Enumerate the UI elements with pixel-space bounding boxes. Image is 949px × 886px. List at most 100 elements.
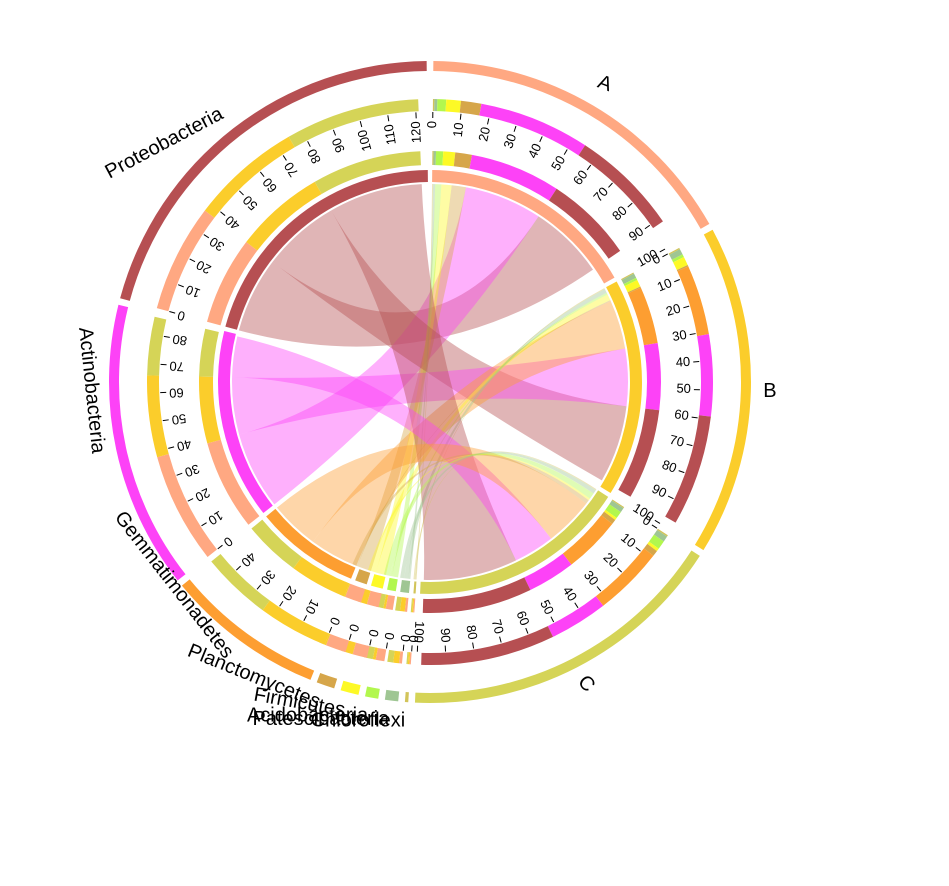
tick-mark-proteobacteria-90	[332, 129, 337, 136]
segment-mid-gemmatimonadetes-c	[251, 519, 302, 569]
tick-label-a-30: 30	[500, 132, 519, 150]
link-b-proteobacteria	[272, 210, 627, 481]
sector-arc-outer-gemmatimonadetes	[181, 579, 315, 680]
sector-arc-outer-patescibacteria	[384, 689, 400, 702]
segment-mid-patescibacteria-a	[404, 597, 409, 612]
segment-scale-a-planctomycetes	[459, 100, 482, 116]
tick-mark-actinobacteria-40	[168, 446, 175, 449]
segment-scale-firmicutes-a	[352, 642, 370, 658]
sector-label-actinobacteria: Actinobacteria	[74, 326, 109, 455]
tick-label-actinobacteria-30: 30	[183, 461, 202, 480]
tick-label-proteobacteria-90: 90	[329, 136, 348, 155]
tick-mark-c-70	[499, 636, 502, 643]
segment-scale-c-patescibacteria	[653, 529, 668, 542]
segment-mid-patescibacteria-c	[395, 596, 402, 612]
tick-mark-proteobacteria-30	[203, 234, 210, 239]
sector-arc-outer-firmicutes	[340, 680, 361, 695]
tick-mark-a-10	[459, 113, 462, 120]
tick-label-a-20: 20	[475, 125, 493, 142]
segment-mid-a-planctomycetes	[453, 152, 473, 169]
links-layer	[231, 184, 629, 580]
tick-mark-actinobacteria-50	[162, 419, 169, 422]
sector-arc-inner-c	[420, 490, 609, 595]
tick-label-proteobacteria-20: 20	[194, 257, 214, 277]
segment-mid-b-chloroflexi	[621, 272, 634, 281]
tick-mark-c-0	[651, 524, 658, 529]
tick-label-chloroflexi-0: 0	[406, 635, 421, 643]
sector-label-proteobacteria: Proteobacteria	[102, 102, 228, 183]
tick-label-gemmatimonadetes-30: 30	[258, 567, 279, 588]
tick-mark-gemmatimonadetes-20	[279, 600, 284, 607]
tick-label-acidobacteria-0: 0	[382, 631, 398, 641]
tick-mark-c-80	[472, 642, 475, 649]
segment-mid-a-actinobacteria	[469, 154, 557, 201]
tick-label-proteobacteria-120: 120	[408, 121, 424, 143]
tick-mark-a-60	[586, 164, 592, 171]
tick-label-c-10: 10	[618, 530, 639, 551]
segment-scale-proteobacteria-b	[204, 136, 295, 218]
link-a-patescibacteria	[408, 184, 436, 580]
sector-label-patescibacteria: Patescibacteria	[252, 708, 390, 730]
segment-scale-chloroflexi-b	[407, 652, 411, 665]
tick-mark-a-80	[627, 202, 633, 208]
segment-scale-a-acidobacteria	[437, 99, 447, 112]
sector-arc-inner-b	[600, 281, 642, 494]
sector-arc-outer-acidobacteria	[365, 686, 380, 699]
tick-label-a-90: 90	[626, 223, 646, 244]
tick-label-b-70: 70	[668, 432, 686, 450]
link-b-gemmatimonadetes	[312, 301, 626, 566]
link-c-actinobacteria	[232, 336, 552, 561]
segment-mid-proteobacteria-c	[314, 151, 421, 194]
segment-mid-c-proteobacteria	[422, 577, 531, 614]
tick-mark-b-90	[667, 495, 674, 500]
sector-arc-inner-a	[432, 170, 615, 284]
segment-mid-c-firmicutes	[604, 509, 617, 521]
tick-label-gemmatimonadetes-0: 0	[327, 615, 344, 627]
tick-label-c-40: 40	[560, 583, 580, 603]
tick-label-actinobacteria-50: 50	[171, 411, 187, 428]
tick-label-proteobacteria-10: 10	[183, 282, 202, 301]
segment-scale-c-firmicutes	[647, 541, 659, 552]
segment-scale-gemmatimonadetes-c	[211, 553, 270, 611]
tick-mark-a-70	[608, 182, 613, 188]
link-c-proteobacteria	[331, 184, 517, 580]
segment-mid-b-proteobacteria	[618, 408, 660, 497]
tick-mark-gemmatimonadetes-30	[256, 584, 262, 590]
link-a-acidobacteria	[391, 184, 442, 578]
segment-scale-b-actinobacteria	[697, 334, 713, 417]
tick-label-b-30: 30	[671, 327, 688, 344]
segment-mid-acidobacteria-a	[385, 594, 395, 610]
tick-label-proteobacteria-0: 0	[176, 308, 187, 324]
segment-mid-chloroflexi-b	[411, 598, 415, 613]
sector-arc-outer-planctomycetes	[316, 672, 338, 689]
tick-mark-b-80	[678, 470, 685, 474]
segment-scale-b-firmicutes	[673, 257, 688, 270]
segment-scale-acidobacteria-b	[372, 647, 378, 660]
tick-mark-actinobacteria-80	[163, 335, 170, 338]
segment-mid-a-acidobacteria	[435, 151, 444, 166]
tick-mark-patescibacteria-0	[402, 644, 405, 651]
link-a-firmicutes	[375, 184, 452, 576]
segment-scale-a-patescibacteria	[434, 99, 438, 112]
tick-label-b-40: 40	[675, 354, 691, 370]
sector-label-acidobacteria: Acidobacteria	[247, 705, 369, 727]
tick-label-proteobacteria-30: 30	[207, 234, 227, 254]
segment-scale-a-proteobacteria	[578, 145, 663, 229]
tick-mark-actinobacteria-20	[187, 498, 194, 502]
tick-mark-c-30	[596, 586, 602, 592]
tick-mark-proteobacteria-10	[177, 284, 184, 288]
tick-label-c-60: 60	[513, 609, 532, 628]
link-a-proteobacteria	[238, 216, 593, 347]
tick-mark-a-90	[644, 224, 651, 230]
sector-label-a: A	[595, 71, 616, 96]
segment-mid-b-patescibacteria	[621, 273, 637, 285]
tick-label-patescibacteria-0: 0	[398, 634, 414, 643]
segment-scale-b-proteobacteria	[665, 415, 711, 523]
tick-label-b-0: 0	[649, 251, 662, 268]
segment-mid-chloroflexi-a	[413, 598, 416, 613]
segment-scale-patescibacteria-c	[387, 649, 395, 663]
segment-scale-actinobacteria-c	[147, 316, 167, 376]
tick-mark-proteobacteria-110	[387, 115, 390, 122]
tick-label-a-70: 70	[590, 184, 611, 205]
